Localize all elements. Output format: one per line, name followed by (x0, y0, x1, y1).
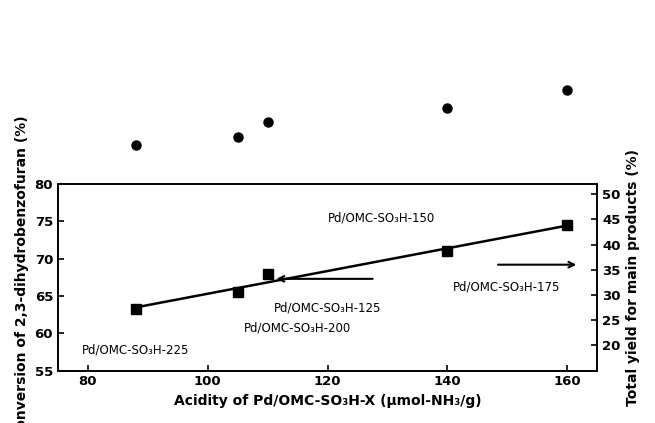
X-axis label: Acidity of Pd/OMC-SO₃H-X (μmol-NH₃/g): Acidity of Pd/OMC-SO₃H-X (μmol-NH₃/g) (174, 394, 481, 408)
Text: Pd/OMC-SO₃H-125: Pd/OMC-SO₃H-125 (274, 302, 381, 314)
Text: Pd/OMC-SO₃H-200: Pd/OMC-SO₃H-200 (244, 321, 351, 335)
Text: Pd/OMC-SO₃H-150: Pd/OMC-SO₃H-150 (328, 211, 435, 224)
Y-axis label: Total yield for main products (%): Total yield for main products (%) (626, 149, 640, 406)
Text: Pd/OMC-SO₃H-225: Pd/OMC-SO₃H-225 (82, 343, 189, 356)
Text: Pd/OMC-SO₃H-175: Pd/OMC-SO₃H-175 (453, 280, 561, 294)
Y-axis label: Conversion of 2,3-dihydrobenzofuran (%): Conversion of 2,3-dihydrobenzofuran (%) (15, 115, 29, 423)
